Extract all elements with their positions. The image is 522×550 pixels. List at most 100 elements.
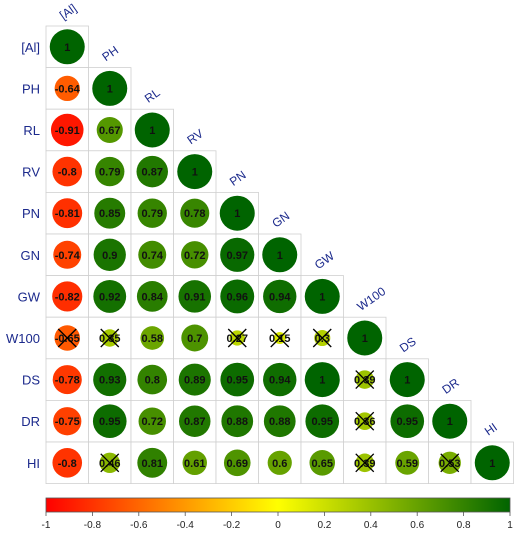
matrix-cell: 0.92: [88, 275, 132, 318]
color-bar-tick-label: 0.8: [457, 520, 471, 531]
correlation-circle: [137, 447, 168, 478]
correlation-value: 0.87: [142, 167, 163, 179]
column-label: PH: [99, 43, 121, 64]
nonsignificant-cross-mark: [57, 328, 77, 348]
matrix-cell: 0.88: [258, 399, 302, 443]
correlation-circle: [93, 238, 126, 271]
nonsignificant-cross-mark: [270, 328, 290, 348]
correlation-circle: [52, 448, 83, 478]
nonsignificant-cross-mark: [100, 453, 120, 473]
matrix-cell: 1: [300, 275, 344, 318]
column-label: RL: [142, 85, 163, 105]
matrix-cell: 0.65: [300, 441, 344, 484]
matrix-cell: 1: [470, 441, 514, 484]
correlation-value: 0.67: [99, 125, 120, 137]
correlation-value: 1: [447, 416, 453, 428]
correlation-circle: [263, 279, 297, 314]
matrix-cell: 0.39: [343, 441, 387, 484]
correlation-circle: [220, 279, 255, 314]
correlation-circle: [181, 324, 209, 352]
correlation-value: 1: [192, 167, 198, 179]
matrix-cell: -0.64: [45, 67, 89, 110]
correlation-value: -0.91: [55, 125, 80, 137]
color-bar-tick-label: 0.2: [317, 520, 331, 531]
correlation-value: 0.35: [99, 333, 120, 345]
matrix-cell: 0.53: [428, 441, 472, 484]
matrix-cell: 1: [173, 150, 217, 193]
correlation-value: 0.46: [99, 458, 120, 470]
matrix-cell: 1: [428, 399, 472, 443]
correlation-value: 0.65: [312, 458, 333, 470]
correlation-value: -0.81: [55, 208, 80, 220]
matrix-cell: 0.58: [130, 316, 174, 360]
matrix-cell: 1: [215, 191, 259, 235]
correlation-value: 1: [319, 291, 325, 303]
color-bar-tick-label: 0.4: [364, 520, 378, 531]
matrix-cell: 1: [385, 358, 429, 401]
column-label: DS: [397, 334, 419, 355]
correlation-circle: [263, 405, 296, 438]
correlation-value: 0.95: [397, 416, 418, 428]
correlation-circle: [52, 198, 83, 229]
matrix-cell: -0.78: [45, 358, 89, 401]
correlation-circle: [50, 113, 84, 147]
correlation-value: 0.84: [142, 291, 164, 303]
row-label: [Al]: [21, 40, 40, 55]
correlation-circle: [93, 363, 127, 397]
row-label: PH: [22, 81, 40, 96]
correlation-value: 1: [277, 250, 283, 262]
column-label: PN: [227, 168, 249, 189]
correlation-circle: [432, 403, 468, 439]
matrix-cell: 0.89: [173, 358, 217, 401]
matrix-cell: 0.79: [130, 191, 174, 235]
correlation-value: 0.7: [187, 333, 202, 345]
nonsignificant-cross-mark: [355, 411, 375, 431]
correlation-value: -0.65: [55, 333, 80, 345]
matrix-cell: 0.69: [215, 441, 259, 484]
matrix-cell: 0.95: [215, 358, 259, 401]
correlation-value: 0.79: [142, 208, 163, 220]
correlation-value: 0.59: [397, 458, 418, 470]
correlation-circle: [178, 363, 211, 396]
cell-frame: [173, 441, 217, 484]
correlation-value: 1: [107, 83, 113, 95]
matrix-cell: -0.74: [45, 233, 89, 276]
correlation-circle: [178, 280, 212, 313]
matrix-cell: 0.91: [173, 275, 217, 318]
correlation-value: 1: [319, 375, 325, 387]
correlation-value: 0.72: [142, 416, 163, 428]
correlation-value: -0.75: [55, 416, 80, 428]
correlation-circle: [140, 326, 165, 350]
correlation-value: 0.85: [99, 208, 120, 220]
matrix-cell: -0.65: [45, 316, 89, 360]
correlation-circle: [179, 405, 211, 437]
matrix-cell: 0.87: [173, 399, 217, 443]
matrix-cell: 0.85: [88, 191, 132, 235]
correlation-value: 0.39: [354, 458, 375, 470]
column-label: DR: [439, 375, 462, 397]
correlation-circle: [96, 116, 123, 144]
matrix-cell: 0.94: [258, 358, 302, 401]
correlation-circle: [267, 450, 292, 475]
correlation-value: 0.95: [99, 416, 120, 428]
row-label: DS: [22, 373, 40, 388]
matrix-cell: 0.8: [130, 358, 174, 401]
correlation-value: 0.88: [227, 416, 248, 428]
matrix-cell: 0.35: [88, 316, 132, 360]
correlation-value: 1: [149, 125, 155, 137]
correlation-circle: [53, 407, 82, 436]
matrix-cells: 1-0.64 1-0.91 0.67 1-0.8 0.79 0.87 1-0.81 0.85 0…: [45, 25, 514, 484]
color-bar-tick-label: 0.6: [410, 520, 424, 531]
correlation-value: 0.94: [269, 375, 291, 387]
correlation-value: 1: [404, 375, 410, 387]
matrix-cell: 0.9: [88, 233, 132, 276]
correlation-value: 0.87: [184, 416, 205, 428]
correlation-value: 0.89: [184, 375, 205, 387]
correlation-value: -0.74: [55, 250, 81, 262]
matrix-cell: -0.82: [45, 275, 89, 318]
correlation-value: -0.78: [55, 375, 80, 387]
correlation-circle: [347, 320, 383, 356]
matrix-cell: 1: [258, 233, 302, 276]
correlation-value: 0.53: [439, 458, 460, 470]
correlation-circle: [304, 278, 340, 314]
